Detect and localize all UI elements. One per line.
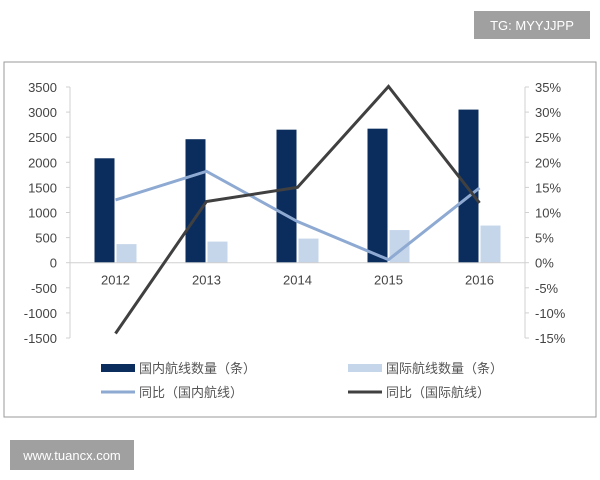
bar-domestic bbox=[367, 128, 388, 263]
x-tick-label: 2015 bbox=[374, 273, 403, 288]
legend-label: 国内航线数量（条） bbox=[139, 361, 256, 376]
left-tick-label: 0 bbox=[50, 256, 57, 271]
legend-swatch bbox=[101, 364, 135, 372]
x-tick-label: 2013 bbox=[192, 273, 221, 288]
x-tick-label: 2016 bbox=[465, 273, 494, 288]
right-tick-label: 0% bbox=[535, 256, 554, 271]
x-tick-label: 2014 bbox=[283, 273, 312, 288]
right-tick-label: 20% bbox=[535, 155, 561, 170]
right-tick-label: 25% bbox=[535, 130, 561, 145]
left-tick-label: 1000 bbox=[28, 206, 57, 221]
left-tick-label: 3500 bbox=[28, 80, 57, 95]
line-international-yoy bbox=[114, 84, 481, 335]
bar-international bbox=[116, 244, 137, 263]
left-tick-label: -1000 bbox=[24, 306, 57, 321]
left-tick-label: -500 bbox=[31, 281, 57, 296]
right-tick-label: -10% bbox=[535, 306, 566, 321]
left-tick-label: 3000 bbox=[28, 105, 57, 120]
x-tick-label: 2012 bbox=[101, 273, 130, 288]
right-tick-label: 30% bbox=[535, 105, 561, 120]
left-tick-label: 1500 bbox=[28, 180, 57, 195]
right-tick-label: 15% bbox=[535, 180, 561, 195]
right-tick-label: -5% bbox=[535, 281, 559, 296]
watermark-top-right: TG: MYYJJPP bbox=[474, 11, 590, 39]
bar-domestic bbox=[94, 158, 115, 263]
left-tick-label: 2000 bbox=[28, 155, 57, 170]
bar-international bbox=[480, 225, 501, 263]
bar-domestic bbox=[458, 109, 479, 263]
legend-label: 同比（国际航线） bbox=[386, 385, 490, 400]
bar-domestic bbox=[185, 139, 206, 263]
legend-swatch bbox=[348, 364, 382, 372]
legend-label: 同比（国内航线） bbox=[139, 385, 243, 400]
right-tick-label: 10% bbox=[535, 206, 561, 221]
right-tick-label: 5% bbox=[535, 231, 554, 246]
legend-label: 国际航线数量（条） bbox=[386, 361, 503, 376]
line-domestic-yoy bbox=[115, 169, 481, 262]
left-tick-label: -1500 bbox=[24, 331, 57, 346]
watermark-bottom-left: www.tuancx.com bbox=[10, 440, 134, 470]
right-tick-label: -15% bbox=[535, 331, 566, 346]
right-tick-label: 35% bbox=[535, 80, 561, 95]
left-tick-label: 2500 bbox=[28, 130, 57, 145]
bar-international bbox=[298, 238, 319, 263]
chart-frame bbox=[3, 61, 597, 418]
left-tick-label: 500 bbox=[35, 231, 57, 246]
bar-international bbox=[207, 241, 228, 263]
bar-domestic bbox=[276, 129, 297, 263]
